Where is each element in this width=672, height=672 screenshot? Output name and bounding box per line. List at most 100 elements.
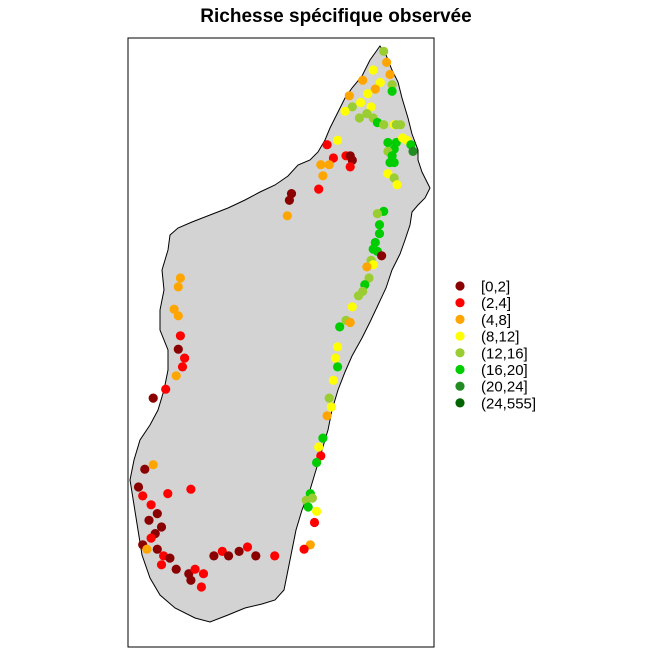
observation-point [133,482,144,492]
observation-point [146,500,156,510]
observation-point [144,515,154,525]
observation-point [335,322,345,332]
observation-point [362,262,372,272]
observation-point [186,484,196,494]
legend-label: (24,555] [481,395,536,412]
observation-point [368,65,378,75]
observation-point [328,153,338,163]
observation-point [379,46,389,56]
observation-point [209,551,219,561]
observation-point [171,371,181,381]
legend-label: (8,12] [481,329,519,346]
observation-point [347,302,357,312]
observation-point [345,162,355,172]
observation-point [395,120,406,130]
observation-point [173,311,183,321]
observation-point [387,80,397,90]
observation-point [180,353,190,363]
observation-point [169,304,179,314]
observation-point [345,317,355,328]
madagascar-landmass [129,45,431,623]
observation-point [196,582,206,592]
observation-point [299,544,309,554]
observation-point [344,91,354,101]
observation-point [177,362,188,372]
observation-point [385,69,395,80]
observation-point [175,331,185,341]
observation-points [133,46,418,592]
observation-point [382,57,392,67]
observation-point [324,393,334,403]
legend-swatch [455,364,465,375]
legend-swatch [455,331,465,341]
observation-point [389,157,399,168]
observation-point [372,209,382,219]
observation-point [379,120,389,130]
observation-point [363,89,373,99]
observation-point [152,544,162,554]
legend-swatch [455,348,465,358]
legend-swatch [455,314,465,324]
observation-point [148,460,158,470]
observation-point [356,97,366,108]
observation-point [309,517,320,528]
observation-point [354,113,364,123]
observation-point [171,564,181,574]
observation-point [377,251,387,261]
observation-point [366,102,376,112]
observation-point [270,551,280,561]
observation-point [324,160,334,170]
legend-label: (2,4] [481,295,511,312]
observation-point [333,342,343,352]
observation-point [242,542,253,552]
observation-point [312,506,322,516]
observation-point [175,273,185,283]
observation-point [383,137,393,148]
observation-point [392,180,402,190]
observation-point [156,560,167,570]
observation-point [326,402,336,412]
observation-point [142,544,152,554]
observation-point [364,273,374,283]
legend-label: [0,2] [481,279,510,296]
observation-point [330,353,341,363]
observation-point [148,393,158,403]
observation-point [316,451,326,461]
observation-point [282,211,292,221]
observation-point [353,291,364,301]
observation-point [322,140,332,150]
observation-point [408,146,418,156]
observation-point [316,160,326,170]
observation-point [375,77,385,88]
observation-point [165,553,175,563]
observation-point [173,282,183,292]
observation-point [314,442,324,452]
observation-point [318,433,328,443]
observation-point [224,551,234,561]
observation-point [251,551,261,561]
legend-label: (20,24] [481,379,528,396]
observation-point [333,362,343,372]
observation-point [358,75,368,85]
observation-point [163,489,173,499]
legend-swatch [455,381,465,391]
observation-point [347,102,357,112]
observation-point [387,86,397,96]
observation-point [303,502,313,512]
map-title: Richesse spécifique observée [200,6,472,27]
legend-label: (16,20] [481,362,528,379]
observation-point [374,229,385,239]
observation-point [284,195,294,205]
observation-point [186,575,196,585]
observation-point [173,344,183,354]
observation-point [328,375,338,385]
observation-point [374,220,385,230]
observation-point [340,106,350,116]
observation-point [234,546,244,557]
observation-point [370,84,380,94]
observation-point [198,569,209,579]
observation-point [138,491,148,501]
observation-point [161,384,171,394]
legend-label: (12,16] [481,345,528,362]
legend: [0,2](2,4](4,8](8,12](12,16](16,20](20,2… [455,279,536,412]
